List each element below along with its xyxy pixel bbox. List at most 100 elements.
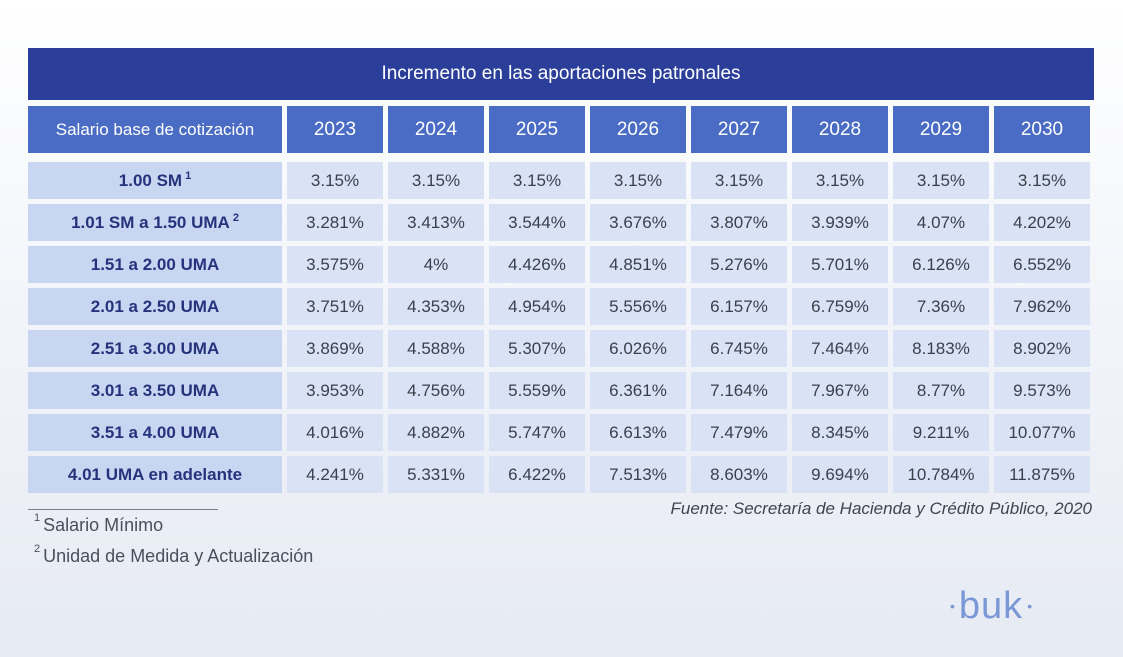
header-year: 2024 [388,106,484,153]
table-cell: 4.851% [590,246,686,283]
table-cell: 7.36% [893,288,989,325]
table-cell: 3.15% [691,162,787,199]
table-cell: 3.676% [590,204,686,241]
table-cell: 6.126% [893,246,989,283]
table-cell: 6.745% [691,330,787,367]
table-cell: 5.331% [388,456,484,493]
row-label: 2.51 a 3.00 UMA [28,330,282,367]
table-cell: 5.307% [489,330,585,367]
footnote-text: Unidad de Medida y Actualización [43,546,314,566]
table-cell: 4.202% [994,204,1090,241]
table-cell: 3.15% [792,162,888,199]
table-cell: 6.422% [489,456,585,493]
table-cell: 8.345% [792,414,888,451]
table-cell: 7.513% [590,456,686,493]
table-cell: 3.807% [691,204,787,241]
footnote-number: 2 [34,543,41,555]
table-cell: 7.464% [792,330,888,367]
table-cell: 4.353% [388,288,484,325]
table-cell: 3.15% [590,162,686,199]
table-cell: 9.694% [792,456,888,493]
table-cell: 3.575% [287,246,383,283]
row-label: 1.00 SM 1 [28,162,282,199]
table-cell: 3.953% [287,372,383,409]
table-cell: 8.603% [691,456,787,493]
row-label: 3.01 a 3.50 UMA [28,372,282,409]
table-cell: 5.559% [489,372,585,409]
table-cell: 3.15% [893,162,989,199]
table-cell: 5.556% [590,288,686,325]
row-label-text: 1.00 SM [118,170,183,190]
logo-dot-right: • [1027,598,1033,614]
table-cell: 3.281% [287,204,383,241]
table-cell: 3.869% [287,330,383,367]
row-label-text: 3.01 a 3.50 UMA [90,380,220,400]
row-label: 1.01 SM a 1.50 UMA 2 [28,204,282,241]
table-cell: 6.026% [590,330,686,367]
table-cell: 3.15% [994,162,1090,199]
header-salary-base: Salario base de cotización [28,106,282,153]
table-cell: 4.07% [893,204,989,241]
header-year: 2028 [792,106,888,153]
footnote-text: Salario Mínimo [43,515,164,535]
row-label-text: 1.01 SM a 1.50 UMA [71,212,230,232]
row-label-footnote-ref: 2 [232,211,239,224]
table-cell: 5.701% [792,246,888,283]
row-label-text: 3.51 a 4.00 UMA [90,422,220,442]
contributions-table: Salario base de cotización 2023 2024 202… [28,106,1090,498]
row-label-text: 4.01 UMA en adelante [67,464,243,484]
table-cell: 6.157% [691,288,787,325]
table-cell: 7.962% [994,288,1090,325]
table-cell: 6.759% [792,288,888,325]
table-cell: 4.241% [287,456,383,493]
source-note: Fuente: Secretaría de Hacienda y Crédito… [670,499,1092,518]
table-cell: 5.747% [489,414,585,451]
table-cell: 3.15% [489,162,585,199]
table-cell: 7.479% [691,414,787,451]
table-cell: 6.552% [994,246,1090,283]
footnote-1: 1 Salario Mínimo [34,512,164,536]
row-label: 3.51 a 4.00 UMA [28,414,282,451]
logo-wordmark: buk [958,584,1024,627]
table-cell: 3.939% [792,204,888,241]
table-cell: 3.15% [287,162,383,199]
table-cell: 8.902% [994,330,1090,367]
row-label-text: 2.01 a 2.50 UMA [90,296,220,316]
row-label: 2.01 a 2.50 UMA [28,288,282,325]
table-cell: 6.613% [590,414,686,451]
table-cell: 9.573% [994,372,1090,409]
table-cell: 10.784% [893,456,989,493]
footnote-divider [28,509,218,510]
table-cell: 8.77% [893,372,989,409]
header-year: 2029 [893,106,989,153]
table-cell: 4% [388,246,484,283]
table-cell: 3.15% [388,162,484,199]
footnote-2: 2 Unidad de Medida y Actualización [34,543,314,567]
table-cell: 10.077% [994,414,1090,451]
row-label-text: 2.51 a 3.00 UMA [90,338,220,358]
header-year: 2026 [590,106,686,153]
table-cell: 6.361% [590,372,686,409]
table-title: Incremento en las aportaciones patronale… [28,48,1094,100]
table-cell: 9.211% [893,414,989,451]
table-cell: 8.183% [893,330,989,367]
table-cell: 11.875% [994,456,1090,493]
table-cell: 4.588% [388,330,484,367]
row-label: 4.01 UMA en adelante [28,456,282,493]
header-year: 2025 [489,106,585,153]
table-cell: 7.967% [792,372,888,409]
footnote-number: 1 [34,512,41,524]
header-year: 2023 [287,106,383,153]
table-cell: 4.882% [388,414,484,451]
table-cell: 4.756% [388,372,484,409]
logo-dot-left: • [950,598,955,614]
header-year: 2030 [994,106,1090,153]
table-cell: 5.276% [691,246,787,283]
header-year: 2027 [691,106,787,153]
table-cell: 3.751% [287,288,383,325]
table-cell: 4.016% [287,414,383,451]
table-cell: 4.426% [489,246,585,283]
table-cell: 7.164% [691,372,787,409]
table-cell: 3.544% [489,204,585,241]
buk-logo: • buk • [950,584,1060,628]
